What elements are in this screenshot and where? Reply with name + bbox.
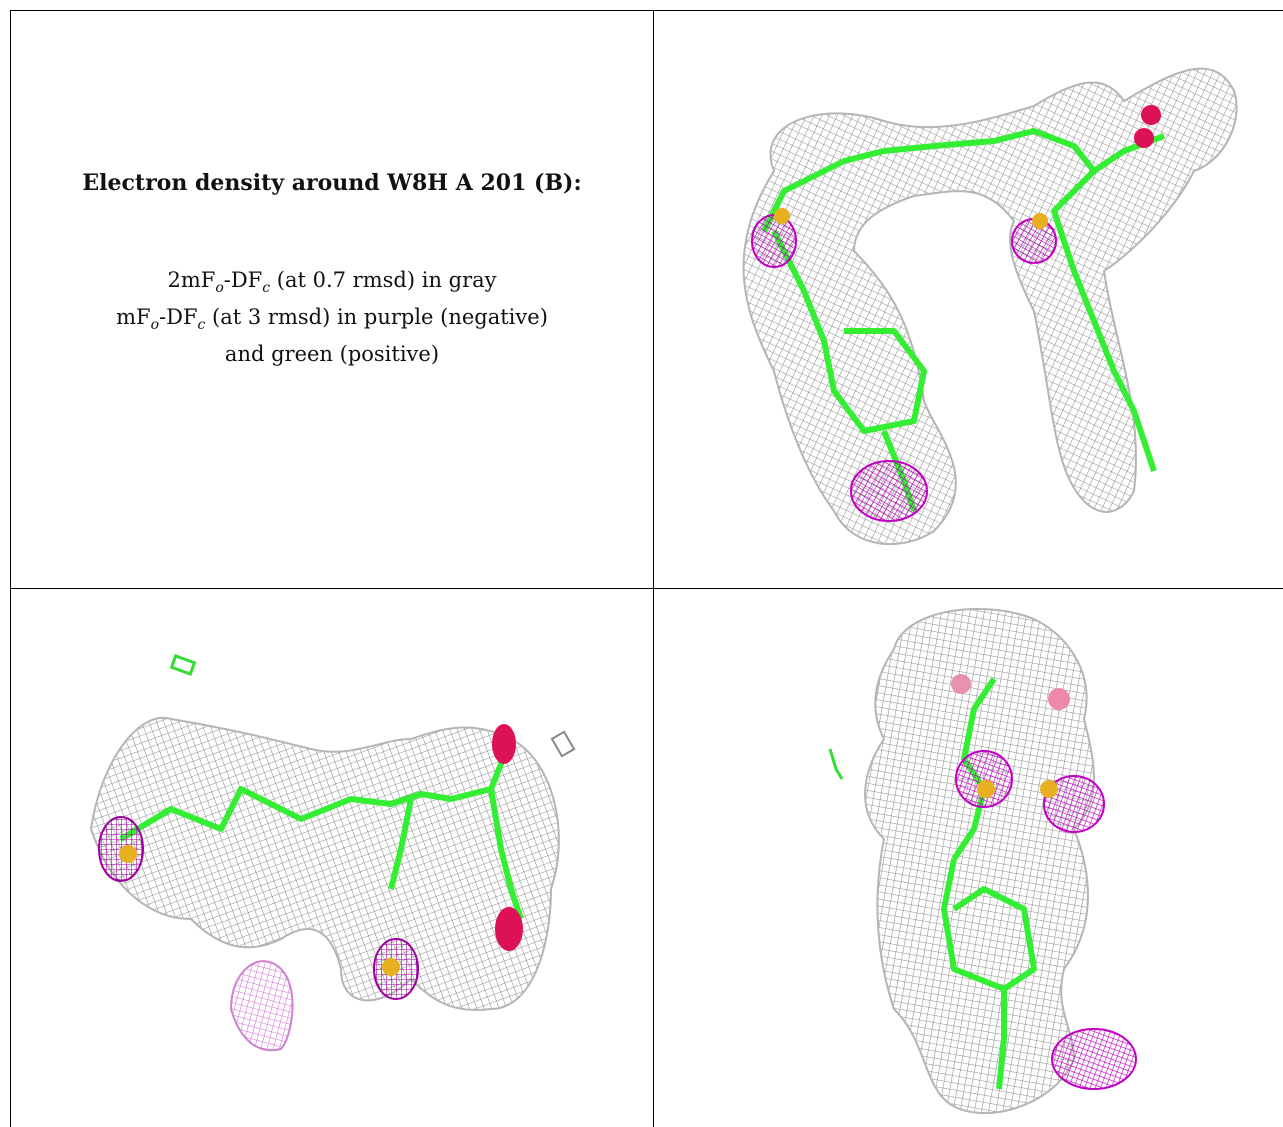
sulfur-atoms <box>977 780 1058 798</box>
table-column-divider <box>653 10 654 1127</box>
positive-density-fragment <box>828 748 844 780</box>
figure-table: Electron density around W8H A 201 (B): 2… <box>10 10 1283 1127</box>
negative-density-blobs <box>955 750 1137 1090</box>
density-mesh-image <box>742 67 1238 546</box>
density-view-2 <box>11 589 653 1127</box>
gray-density-mesh <box>864 608 1095 1114</box>
figure-title: Electron density around W8H A 201 (B): <box>82 169 582 196</box>
table-row-divider <box>10 588 1283 589</box>
caption-cell: Electron density around W8H A 201 (B): 2… <box>11 11 653 588</box>
gray-density-mesh <box>89 716 560 1011</box>
oxygen-atoms <box>951 674 1070 710</box>
density-view-3 <box>654 589 1283 1127</box>
legend-line-positive: and green (positive) <box>224 342 440 367</box>
oxygen-atoms <box>492 724 523 951</box>
positive-density-fragment <box>169 654 576 758</box>
negative-density-blobs <box>751 214 1057 522</box>
sulfur-atoms <box>119 845 400 976</box>
oxygen-atoms <box>1134 105 1161 148</box>
density-view-1 <box>654 11 1283 588</box>
sulfur-atoms <box>774 208 1048 229</box>
legend-line-2fo-fc: 2mFo-DFc (at 0.7 rmsd) in gray <box>167 267 497 296</box>
legend-line-fo-fc: mFo-DFc (at 3 rmsd) in purple (negative) <box>116 305 548 334</box>
map-legend: 2mFo-DFc (at 0.7 rmsd) in gray mFo-DFc (… <box>116 266 548 369</box>
gray-density-mesh <box>742 67 1238 546</box>
table-border-left <box>10 10 11 1127</box>
density-mesh-image <box>89 654 576 1052</box>
model-stick <box>119 737 524 920</box>
table-border-top <box>10 10 1283 11</box>
density-mesh-image <box>828 608 1137 1114</box>
